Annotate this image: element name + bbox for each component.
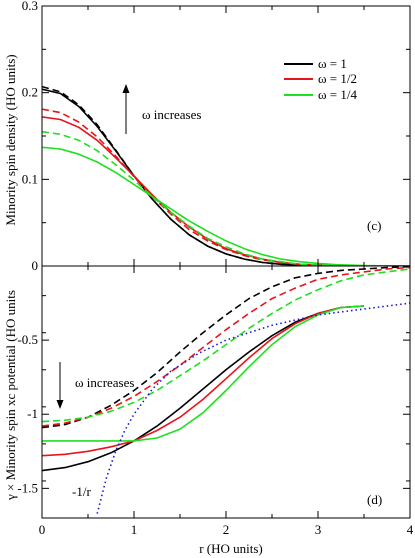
series-line-d-4 — [42, 305, 365, 442]
series-line-d-1 — [42, 266, 410, 429]
y-tick-label-c: 0.2 — [22, 85, 38, 100]
y-axis-label-bottom: γ × Minority spin xc potential (HO units — [3, 290, 18, 501]
series-line-d-5 — [42, 268, 410, 423]
legend-label-omega-1: ω = 1 — [318, 56, 347, 71]
x-tick-label: 0 — [39, 522, 46, 537]
series-line-d-6 — [96, 302, 410, 514]
series-line-c-0 — [42, 88, 410, 266]
omega-increases-annotation-top: ω increases — [142, 107, 201, 122]
arrow-up-icon — [122, 84, 130, 134]
series-line-c-5 — [42, 130, 410, 266]
x-tick-label: 4 — [407, 522, 414, 537]
series-line-d-3 — [42, 266, 410, 427]
y-tick-label-d: -1.5 — [17, 480, 38, 495]
y-tick-label-c: 0.3 — [22, 0, 38, 13]
legend-label-omega-1-2: ω = 1/2 — [318, 71, 357, 86]
inverse-r-label: -1/r — [72, 484, 91, 499]
panel-label-d: (d) — [367, 492, 382, 507]
panel-label-c: (c) — [367, 218, 381, 233]
legend: ω = 1 ω = 1/2 ω = 1/4 — [284, 56, 358, 102]
legend-label-omega-1-4: ω = 1/4 — [318, 87, 358, 102]
plot-frame-d — [41, 265, 411, 519]
plot-frame-c — [41, 5, 411, 267]
y-tick-label-d: -1 — [27, 406, 38, 421]
panel-d: -1.5 -1 -0.5 0 1 2 3 4 — [17, 265, 414, 537]
series-line-c-1 — [42, 85, 410, 266]
x-tick-label: 3 — [315, 522, 322, 537]
x-axis-label: r (HO units) — [199, 541, 263, 556]
y-tick-label-c: 0 — [32, 258, 39, 273]
y-tick-label-d: -0.5 — [17, 332, 38, 347]
x-tick-label: 2 — [223, 522, 230, 537]
omega-increases-annotation-bottom: ω increases — [75, 375, 134, 390]
panel-c: 0 0.1 0.2 0.3 — [22, 0, 411, 273]
y-tick-label-c: 0.1 — [22, 171, 38, 186]
x-tick-label: 1 — [131, 522, 138, 537]
arrow-down-icon — [56, 362, 64, 409]
series-line-d-2 — [42, 305, 365, 457]
y-axis-label-top: Minority spin density (HO units) — [3, 54, 18, 225]
series-line-c-3 — [42, 108, 410, 266]
series-line-c-2 — [42, 116, 410, 266]
